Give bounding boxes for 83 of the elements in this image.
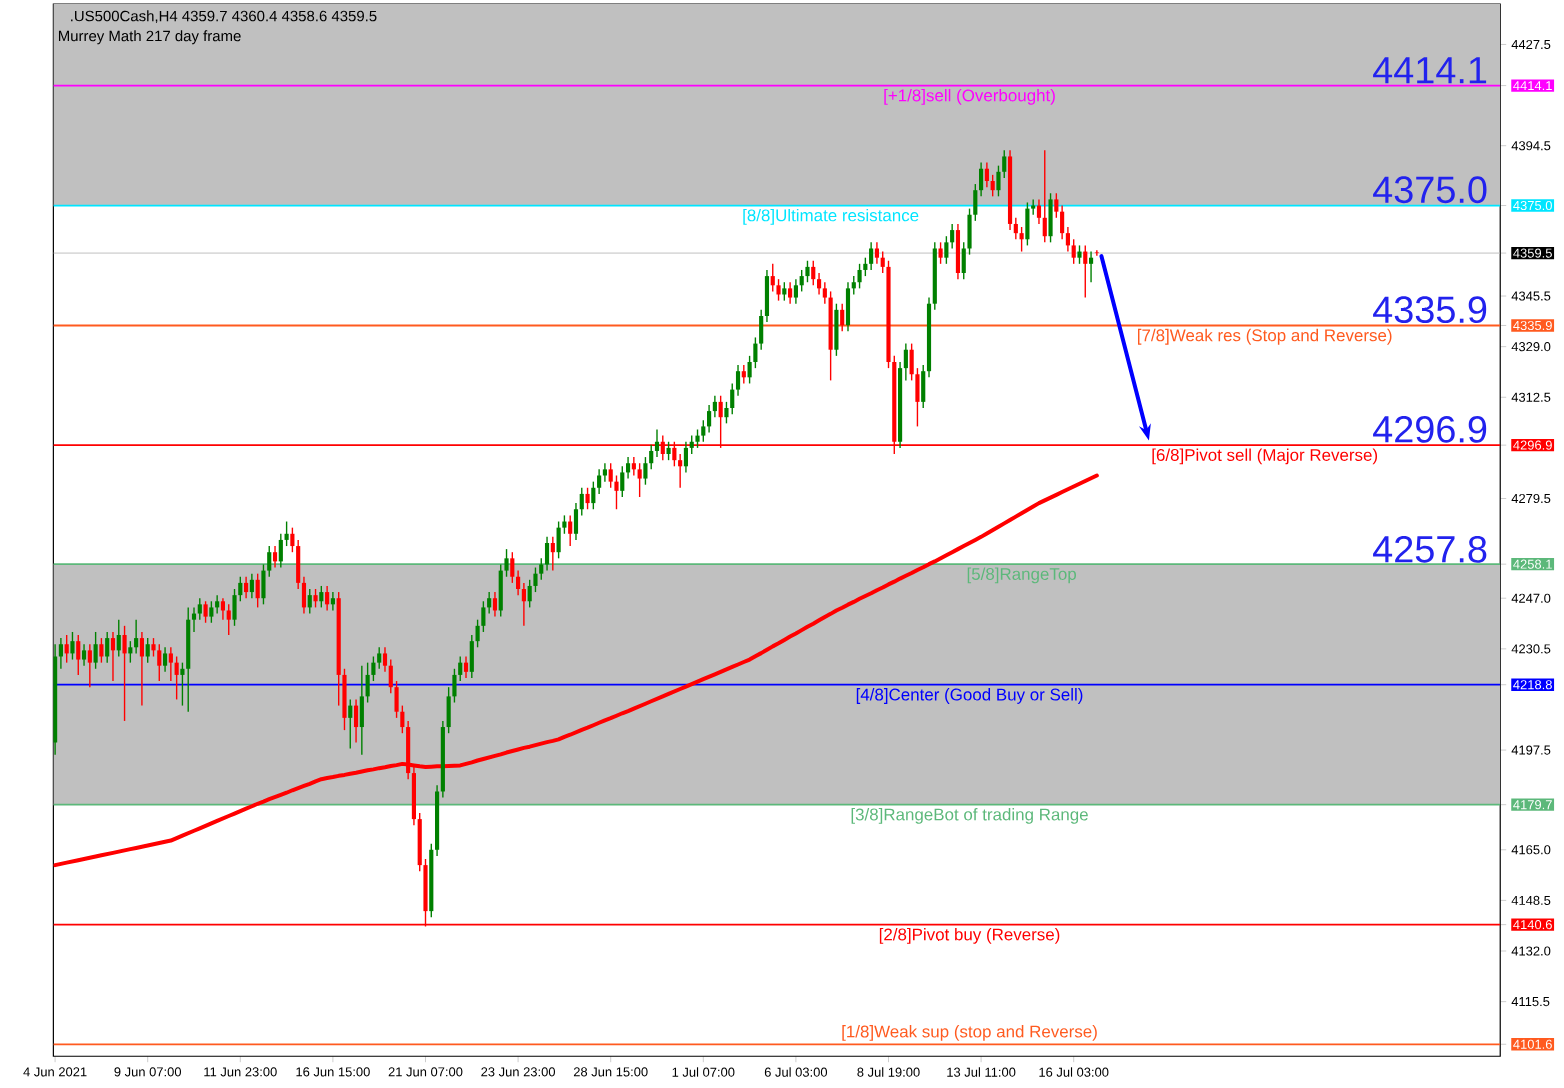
candlestick <box>984 161 989 188</box>
candlestick <box>359 664 364 756</box>
candlestick <box>666 440 671 461</box>
candlestick <box>707 404 712 434</box>
candlestick <box>556 520 561 559</box>
candlestick <box>788 281 793 305</box>
candlestick <box>544 536 550 572</box>
candlestick <box>550 536 555 572</box>
candlestick <box>353 698 359 744</box>
candlestick <box>226 603 231 636</box>
candlestick <box>770 263 775 293</box>
candlestick <box>1077 244 1082 265</box>
candlestick <box>869 241 874 271</box>
candlestick <box>64 634 69 664</box>
annotation: 4335.9 <box>1373 296 1487 324</box>
candlestick <box>157 643 162 682</box>
candlestick <box>782 281 787 302</box>
candlestick <box>874 241 880 265</box>
candlestick <box>1083 244 1088 299</box>
candlestick <box>93 631 98 670</box>
candlestick <box>249 572 254 599</box>
candlestick <box>319 585 324 609</box>
candlestick <box>1094 249 1099 257</box>
candlestick <box>683 440 689 474</box>
candlestick <box>134 618 139 655</box>
candlestick <box>938 241 943 265</box>
candlestick <box>244 575 249 599</box>
ref-line-label: [+1/8]sell (Overbought) <box>884 88 1055 105</box>
candlestick <box>741 364 746 385</box>
candlestick <box>255 572 260 609</box>
candlestick <box>568 514 573 547</box>
candlestick <box>463 655 469 679</box>
candlestick <box>110 631 116 682</box>
annotation: 4414.1 <box>1373 57 1487 84</box>
annotation: 4375.0 <box>1373 176 1487 204</box>
candlestick <box>116 618 121 658</box>
candlestick <box>105 631 110 664</box>
candlestick <box>272 545 278 569</box>
candlestick <box>70 631 75 661</box>
candlestick <box>174 655 179 701</box>
candlestick <box>805 259 810 283</box>
ref-line-label: [7/8]Weak res (Stop and Reverse) <box>1138 328 1392 345</box>
candlestick <box>81 643 87 667</box>
candlestick <box>162 646 168 673</box>
candlestick <box>1088 250 1094 283</box>
candlestick <box>845 281 851 332</box>
candlestick <box>215 594 220 615</box>
candlestick <box>209 600 214 624</box>
candlestick <box>203 600 208 624</box>
candlestick <box>330 591 335 612</box>
ref-line-label: [1/8]Weak sup (stop and Reverse) <box>842 1025 1097 1041</box>
candlestick <box>793 278 798 305</box>
candlestick <box>955 223 961 280</box>
candlestick <box>492 591 498 618</box>
candlestick <box>1048 192 1053 243</box>
candlestick <box>585 487 590 510</box>
candlestick <box>307 588 312 615</box>
candlestick <box>313 588 318 609</box>
ref-line-label: [5/8]RangeTop <box>967 567 1077 584</box>
ref-line-label: [2/8]Pivot buy (Reverse) <box>879 927 1060 944</box>
candlestick <box>834 302 839 357</box>
candlestick <box>857 263 862 289</box>
annotation: 4296.9 <box>1373 415 1487 443</box>
candlestick <box>1019 226 1024 253</box>
ref-line-label: [3/8]RangeBot of trading Range <box>851 807 1088 824</box>
annotation: 4257.8 <box>1373 535 1487 563</box>
candlestick <box>1042 149 1047 243</box>
candlestick <box>139 631 144 707</box>
candlestick <box>145 637 150 664</box>
ref-line-label: [8/8]Ultimate resistance <box>743 208 919 225</box>
candlestick <box>637 462 642 498</box>
ref-line-label: [4/8]Center (Good Buy or Sell) <box>856 688 1083 704</box>
candlestick <box>695 428 700 449</box>
ref-line-label: [6/8]Pivot sell (Major Reverse) <box>1152 448 1378 465</box>
candlestick <box>840 302 845 332</box>
candlestick <box>87 643 92 688</box>
candlestick <box>1025 201 1030 247</box>
candlestick <box>348 698 353 750</box>
candlestick <box>76 634 81 676</box>
candlestick <box>99 637 104 664</box>
candlestick <box>122 625 127 722</box>
candlestick <box>620 465 625 498</box>
candlestick <box>325 585 330 612</box>
